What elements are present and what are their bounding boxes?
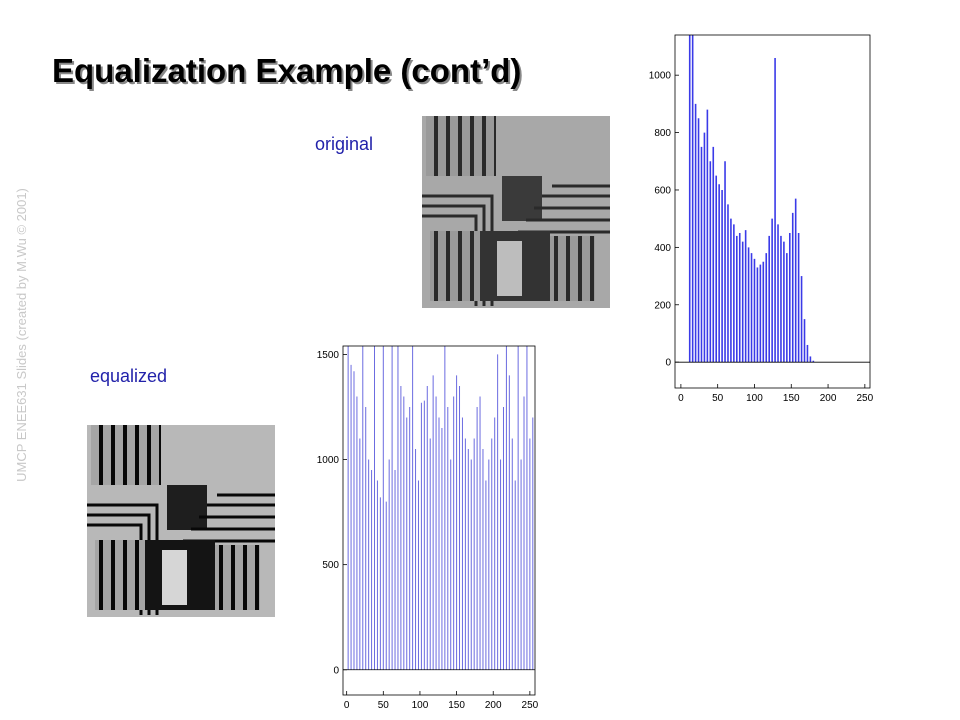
x-tick-label: 200: [820, 393, 837, 404]
label-original: original: [315, 134, 373, 154]
x-tick-label: 100: [412, 700, 429, 711]
y-tick-label: 0: [333, 665, 339, 676]
axes-frame: [342, 345, 536, 696]
x-tick-label: 0: [344, 700, 350, 711]
original-image: [420, 114, 612, 310]
x-tick-label: 150: [783, 393, 800, 404]
y-tick-label: 600: [654, 185, 671, 196]
x-tick-label: 50: [378, 700, 390, 711]
x-tick-label: 100: [746, 393, 763, 404]
y-tick-label: 0: [665, 358, 671, 369]
y-tick-label: 1000: [649, 71, 672, 82]
y-tick-label: 800: [654, 128, 671, 139]
title-shadow: Equalization Example (cont’d): [54, 54, 523, 91]
x-tick-label: 150: [448, 700, 465, 711]
y-tick-label: 500: [322, 560, 339, 571]
slide-title: Equalization Example (cont’d): [52, 52, 521, 89]
histogram: 0 200 400 600 800 1000 0 50 100 150 200 250: [649, 34, 874, 404]
y-tick-label: 400: [654, 243, 671, 254]
equalized-image: [85, 423, 277, 619]
label-equalized: equalized: [90, 366, 167, 386]
y-tick-label: 1500: [317, 350, 340, 361]
x-tick-label: 250: [857, 393, 874, 404]
x-tick-label: 250: [522, 700, 539, 711]
x-tick-label: 0: [678, 393, 684, 404]
y-tick-label: 200: [654, 300, 671, 311]
x-tick-label: 200: [485, 700, 502, 711]
axes-frame: [674, 34, 871, 389]
histogram: 0 500 1000 1500 0 50 100 150 200 250: [317, 345, 539, 711]
side-note: UMCP ENEE631 Slides (created by M.Wu © 2…: [14, 188, 29, 482]
x-tick-label: 50: [712, 393, 724, 404]
y-tick-label: 1000: [317, 455, 340, 466]
